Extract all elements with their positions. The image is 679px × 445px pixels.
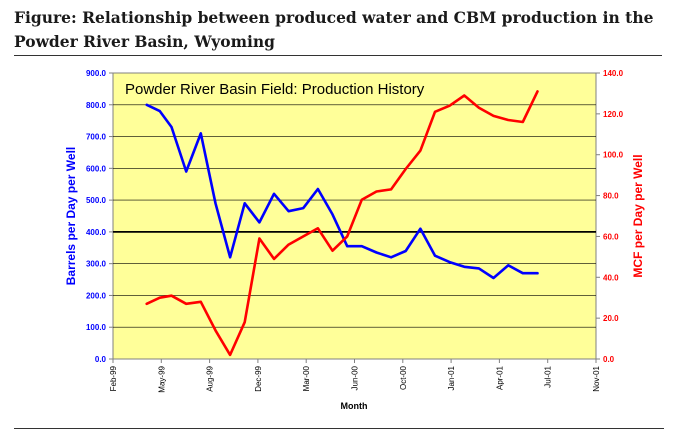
chart-title: Powder River Basin Field: Production His…	[125, 81, 425, 98]
x-tick-label: Jul-01	[544, 365, 553, 387]
y-tick-label: 500.0	[86, 196, 107, 205]
x-tick-label: Feb-99	[109, 365, 118, 391]
series-group	[145, 90, 539, 357]
x-tick-label: Mar-00	[302, 365, 311, 391]
y2-tick-label: 40.0	[603, 273, 619, 282]
y2-tick-label: 20.0	[603, 314, 619, 323]
x-tick-label: Jan-01	[447, 365, 456, 390]
y-tick-label: 0.0	[95, 355, 107, 364]
y-tick-label: 800.0	[86, 101, 107, 110]
bottom-divider	[14, 428, 664, 429]
y2-tick-label: 120.0	[603, 110, 624, 119]
x-tick-label: Nov-01	[592, 365, 601, 391]
y-axis-label-left: Barrels per Day per Well	[64, 147, 78, 286]
x-axis-label: Month	[341, 401, 368, 411]
y-tick-label: 900.0	[86, 69, 107, 78]
figure-title: Figure: Relationship between produced wa…	[14, 8, 654, 51]
x-tick-label: Apr-01	[495, 365, 504, 390]
y-tick-label: 400.0	[86, 228, 107, 237]
left-axis: 0.0 100.0 200.0 300.0 400.0 500.0 600.0 700.0 80…	[86, 69, 113, 364]
x-tick-label: Oct-00	[399, 365, 408, 390]
x-tick-label: May-99	[157, 365, 166, 392]
x-tick-label: Jun-00	[351, 365, 360, 390]
y-tick-label: 100.0	[86, 323, 107, 332]
y2-tick-label: 140.0	[603, 69, 624, 78]
y-tick-label: 200.0	[86, 291, 107, 300]
y-tick-label: 600.0	[86, 164, 107, 173]
y2-tick-label: 60.0	[603, 232, 619, 241]
y2-tick-label: 0.0	[603, 355, 615, 364]
y2-tick-label: 100.0	[603, 151, 624, 160]
y-axis-label-right: MCF per Day per Well	[631, 154, 645, 277]
right-axis: 0.0 20.0 40.0 60.0 80.0 100.0 120.0 140.0	[596, 69, 624, 364]
x-tick-label: Dec-99	[254, 365, 263, 391]
x-axis: Feb-99 May-99 Aug-99 Dec-99 Mar-00 Jun-00 Oct-…	[109, 359, 601, 393]
y-tick-label: 700.0	[86, 133, 107, 142]
series-line-barrels	[145, 103, 539, 280]
title-divider	[14, 55, 662, 56]
y2-tick-label: 80.0	[603, 192, 619, 201]
y-tick-label: 300.0	[86, 260, 107, 269]
x-tick-label: Aug-99	[206, 365, 215, 391]
series-line-mcf	[145, 90, 539, 357]
